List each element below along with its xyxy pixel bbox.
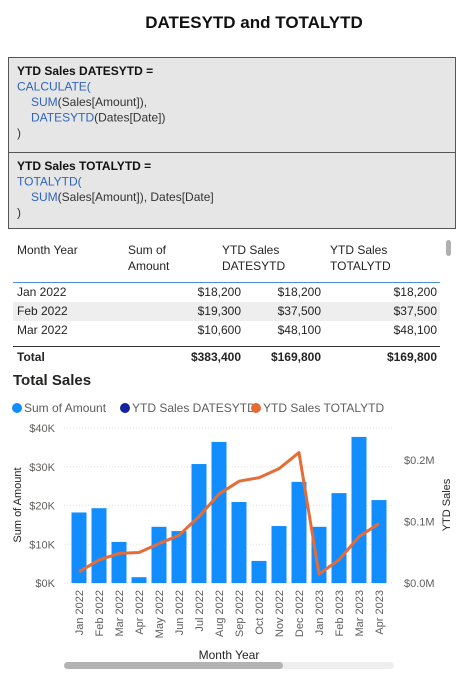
table-cell: $10,600 (197, 323, 241, 337)
y2-tick-label: $0.0M (404, 578, 435, 590)
y2-tick-label: $0.2M (404, 455, 435, 467)
y-axis-label: Sum of Amount (12, 467, 24, 542)
code-token: SUM (31, 95, 58, 109)
row-band (13, 302, 440, 321)
code-token: TOTALYTD( (17, 175, 82, 189)
x-tick-label: Apr 2022 (134, 590, 146, 635)
table-cell: $37,500 (277, 304, 321, 318)
legend-label: YTD Sales DATESYTD (132, 401, 256, 415)
x-tick-label: Apr 2023 (374, 590, 386, 635)
bar (251, 560, 267, 583)
x-tick-label: Mar 2023 (354, 590, 366, 636)
x-tick-label: Jan 2022 (74, 590, 86, 635)
code-token: (Sales[Amount]), Dates[Date] (58, 190, 214, 204)
x-tick-label: May 2022 (154, 590, 166, 638)
table-cell: $19,300 (197, 304, 241, 318)
code-token: ) (17, 206, 21, 220)
code-line: SUM(Sales[Amount]), Dates[Date] (31, 190, 214, 204)
y-tick-label: $40K (29, 423, 55, 435)
code-token: DATESYTD (31, 111, 94, 125)
bar (271, 526, 287, 583)
code-token: SUM (31, 190, 58, 204)
bar (131, 577, 147, 583)
bar (371, 500, 387, 583)
code-box (8, 57, 456, 153)
legend-marker (120, 403, 130, 413)
bar (331, 493, 347, 583)
x-tick-label: Aug 2022 (214, 590, 226, 637)
legend-label: Sum of Amount (24, 401, 107, 415)
y2-axis-label: YTD Sales (441, 478, 453, 531)
table-cell: $18,200 (393, 285, 437, 299)
x-axis-label: Month Year (199, 648, 260, 662)
bar (311, 526, 327, 583)
bar (111, 541, 127, 583)
y-tick-label: $10K (29, 539, 55, 551)
legend-marker (251, 403, 261, 413)
legend-marker (12, 403, 22, 413)
table-cell: Feb 2022 (17, 304, 68, 318)
y-tick-label: $0K (35, 578, 55, 590)
bar (211, 441, 227, 583)
code-line: TOTALYTD( (17, 175, 82, 189)
table-cell: $18,200 (277, 285, 321, 299)
code-token: CALCULATE( (17, 80, 91, 94)
code-line: DATESYTD(Dates[Date]) (31, 111, 165, 125)
bar (291, 481, 307, 583)
bar (351, 436, 367, 583)
code-box (8, 152, 456, 229)
x-tick-label: Jul 2022 (194, 590, 206, 632)
table-cell: Jan 2022 (17, 285, 67, 299)
y2-tick-label: $0.1M (404, 516, 435, 528)
table-cell: Month Year (17, 243, 78, 257)
x-tick-label: Feb 2023 (334, 590, 346, 636)
x-tick-label: Mar 2022 (114, 590, 126, 636)
code-line: ) (17, 206, 21, 220)
line (78, 451, 380, 576)
x-tick-label: Oct 2022 (254, 590, 266, 635)
table-cell: Mar 2022 (17, 323, 68, 337)
x-tick-label: Feb 2022 (94, 590, 106, 636)
table-cell: $383,400 (190, 350, 241, 364)
bar (71, 512, 87, 583)
code-token: (Dates[Date]) (94, 111, 165, 125)
row-cut (13, 340, 440, 346)
code-header: YTD Sales TOTALYTD = (17, 159, 151, 173)
table-cell: YTD Sales TOTALYTD (330, 243, 391, 273)
x-tick-label: Jun 2022 (174, 590, 186, 635)
table-cell: $169,800 (386, 350, 437, 364)
x-tick-label: Jan 2023 (314, 590, 326, 635)
code-line: SUM(Sales[Amount]), (31, 95, 147, 109)
page-title: DATESYTD and TOTALYTD (145, 13, 363, 32)
bar (151, 526, 167, 583)
legend-label: YTD Sales TOTALYTD (263, 401, 384, 415)
table-scrollbar[interactable] (446, 240, 451, 256)
table-cell: Total (17, 350, 45, 364)
bar (171, 531, 187, 583)
table-cell: $48,100 (277, 323, 321, 337)
bar (91, 508, 107, 583)
y-tick-label: $20K (29, 501, 55, 513)
h-scroll-thumb[interactable] (64, 662, 283, 669)
code-header: YTD Sales DATESYTD = (17, 64, 153, 78)
chart-title: Total Sales (13, 372, 91, 389)
code-line: ) (17, 126, 21, 140)
table-cell: $48,100 (393, 323, 437, 337)
x-tick-label: Sep 2022 (234, 590, 246, 637)
code-token: ) (17, 126, 21, 140)
bar (231, 502, 247, 583)
bar (191, 464, 207, 583)
table-cell: $169,800 (270, 350, 321, 364)
x-tick-label: Nov 2022 (274, 590, 286, 637)
table-cell: Sum of Amount (128, 243, 170, 273)
x-tick-label: Dec 2022 (294, 590, 306, 637)
table-cell: $18,200 (197, 285, 241, 299)
code-token: (Sales[Amount]), (58, 95, 147, 109)
table-cell: $37,500 (393, 304, 437, 318)
table-cell: YTD Sales DATESYTD (222, 243, 286, 273)
y-tick-label: $30K (29, 462, 55, 474)
code-line: CALCULATE( (17, 80, 91, 94)
